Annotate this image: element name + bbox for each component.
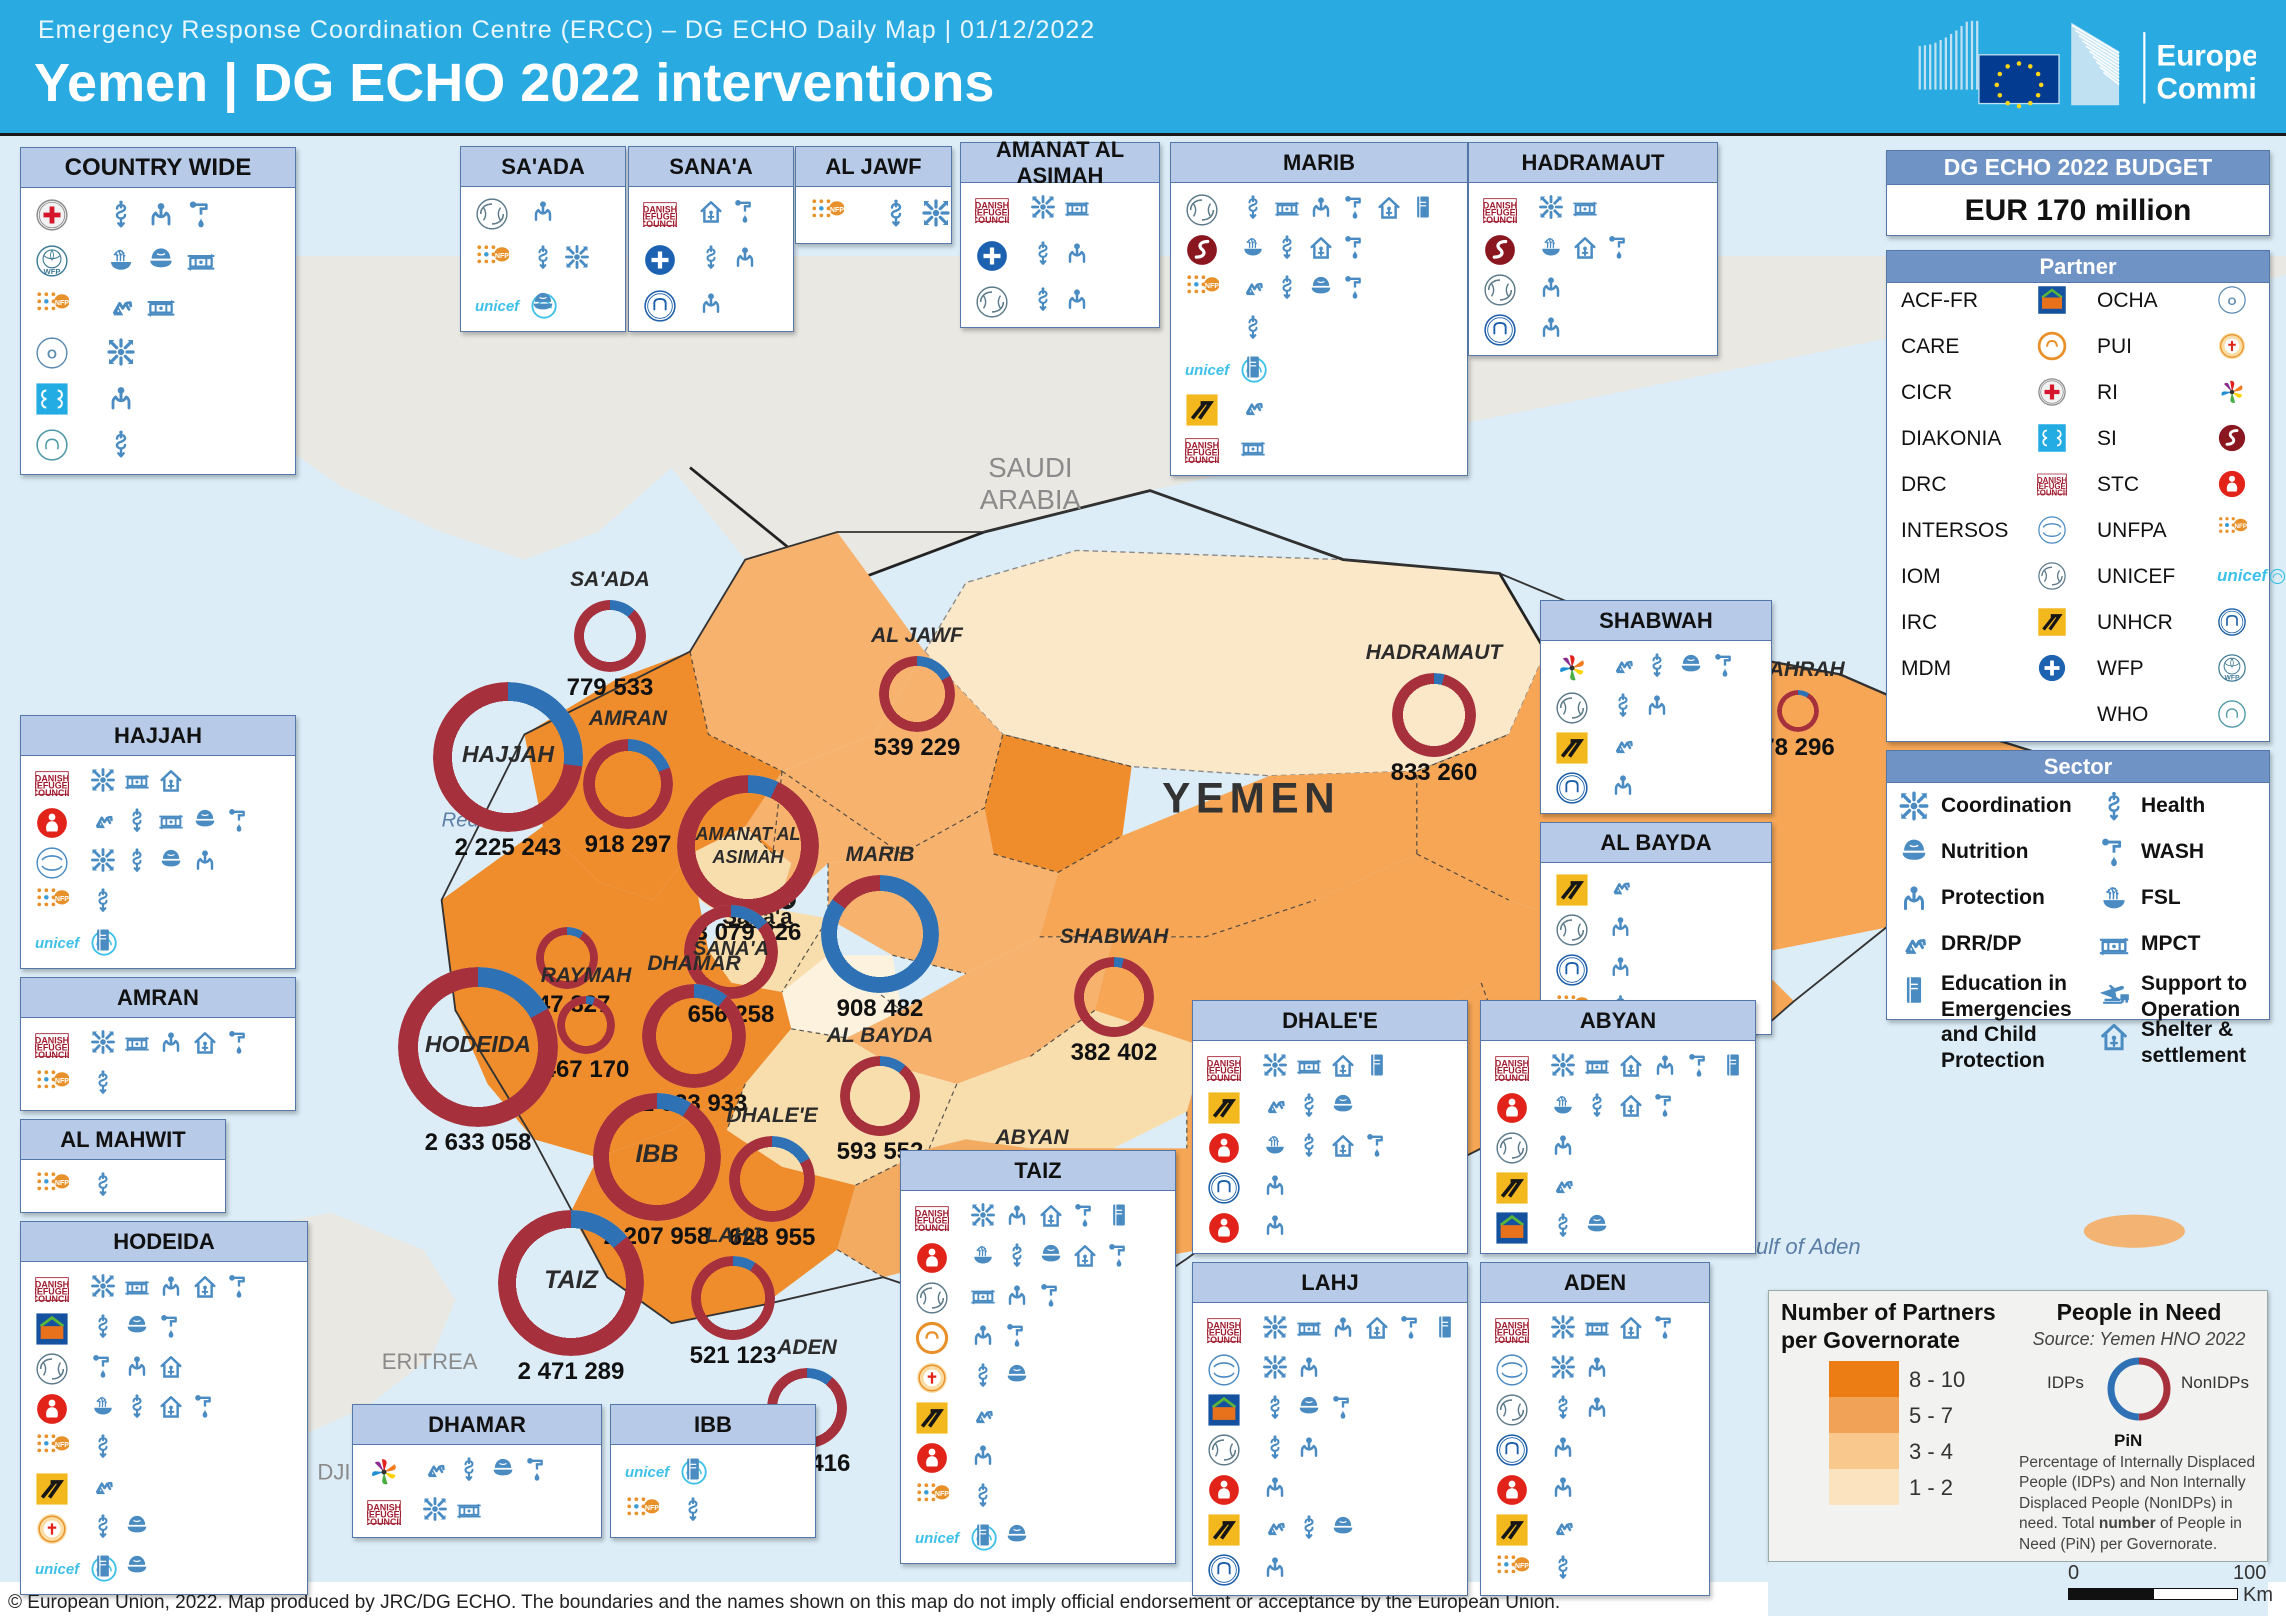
svg-text:European: European <box>2157 39 2257 72</box>
svg-text:Commission: Commission <box>2157 72 2257 105</box>
svg-text:ARABIA: ARABIA <box>980 484 1082 515</box>
svg-text:SAUDI: SAUDI <box>988 452 1072 483</box>
svg-text:YEMEN: YEMEN <box>1162 775 1340 822</box>
svg-text:Gulf of Aden: Gulf of Aden <box>1739 1234 1861 1259</box>
svg-text:ERITREA: ERITREA <box>382 1349 478 1374</box>
